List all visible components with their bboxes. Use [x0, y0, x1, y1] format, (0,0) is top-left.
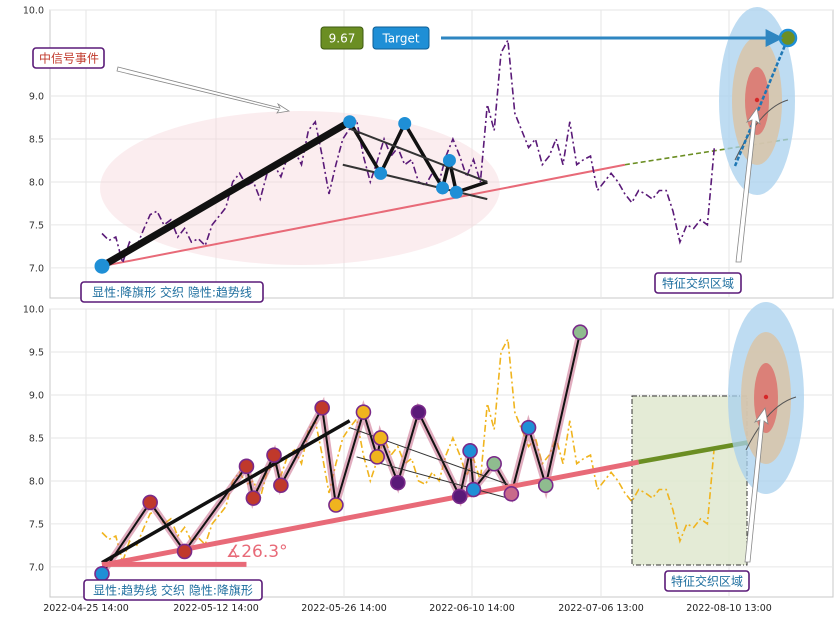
bottom-ytick-label: 8.0 — [29, 476, 44, 487]
pivot-point — [94, 258, 110, 274]
note-marker — [142, 494, 158, 511]
note-marker — [372, 430, 389, 446]
flag-upper-line — [349, 127, 488, 183]
pivot-point — [449, 185, 463, 199]
note-marker — [486, 455, 502, 472]
zone-curve — [734, 99, 789, 161]
price-series-line — [101, 37, 716, 266]
note-marker — [520, 419, 537, 436]
zone-rect — [631, 395, 748, 566]
trend-extension — [638, 440, 750, 465]
target-marker — [778, 28, 798, 48]
xtick-label: 2022-06-10 14:00 — [429, 603, 515, 614]
xtick-label: 2022-04-25 14:00 — [43, 603, 129, 614]
target-label-text: Target — [381, 32, 419, 46]
note-marker — [94, 565, 110, 582]
bottom-zone-arrow — [744, 407, 769, 563]
consolidation-ellipse — [100, 111, 500, 265]
signal-event-box — [32, 47, 105, 69]
pattern-zigzag — [101, 331, 582, 575]
note-marker — [245, 490, 262, 506]
top-ytick-label: 10.0 — [23, 6, 44, 17]
note-marker — [314, 400, 330, 416]
note-marker — [273, 477, 289, 494]
note-marker — [465, 481, 482, 498]
bottom-explicit-box — [83, 579, 263, 601]
projection-line — [733, 37, 790, 167]
target-value-box — [320, 26, 364, 50]
target-value-text: 9.67 — [329, 32, 356, 46]
xtick-label: 2022-08-10 13:00 — [686, 603, 772, 614]
top-explicit-text: 显性:降旗形 交织 隐性:趋势线 — [92, 285, 252, 300]
pivot-point — [374, 166, 388, 180]
note-marker — [462, 443, 478, 459]
bottom-ytick-label: 9.0 — [29, 390, 44, 401]
bottom-explicit-text: 显性:趋势线 交织 隐性:降旗形 — [93, 583, 253, 598]
bottom-zone-text: 特征交织区域 — [671, 574, 743, 589]
note-marker — [176, 543, 193, 560]
flag-pole — [101, 419, 351, 565]
note-marker — [503, 486, 520, 502]
flag-lower-line — [356, 456, 509, 499]
xtick-label: 2022-05-26 14:00 — [301, 603, 387, 614]
top-ytick-label: 7.0 — [29, 263, 44, 274]
note-marker — [390, 474, 406, 491]
note-marker — [238, 458, 255, 475]
note-marker — [266, 447, 282, 463]
angle-label: ∡26.3° — [226, 542, 288, 562]
top-zone-text: 特征交织区域 — [662, 276, 734, 291]
zone-curve — [745, 396, 797, 451]
flag-lower-line — [342, 163, 488, 201]
top-ytick-label: 9.0 — [29, 91, 44, 102]
note-marker — [572, 324, 588, 341]
note-marker — [410, 404, 427, 420]
note-marker — [537, 477, 554, 494]
bottom-ytick-label: 7.5 — [29, 519, 44, 530]
trend-line — [101, 163, 626, 268]
price-series-line — [101, 336, 716, 565]
zone-center-dot — [754, 97, 760, 103]
zone-center-dot — [763, 394, 769, 400]
pivot-point — [436, 181, 450, 195]
top-ytick-label: 7.5 — [29, 220, 44, 231]
flag-pole — [100, 118, 352, 270]
bottom-zone-box — [664, 570, 750, 592]
target-label-box — [372, 26, 430, 50]
signal-arrow — [116, 66, 291, 114]
note-marker — [328, 497, 344, 513]
top-ytick-label: 8.0 — [29, 177, 44, 188]
bottom-ytick-label: 10.0 — [23, 305, 44, 316]
note-marker — [451, 488, 468, 505]
top-explicit-box — [80, 281, 264, 303]
pivot-point — [398, 116, 412, 130]
xtick-label: 2022-05-12 14:00 — [173, 603, 259, 614]
pivot-point — [343, 115, 357, 129]
xtick-label: 2022-07-06 13:00 — [558, 603, 644, 614]
bottom-ytick-label: 7.0 — [29, 562, 44, 573]
top-zone-box — [654, 272, 742, 294]
bottom-ytick-label: 8.5 — [29, 433, 44, 444]
top-zone-arrow — [735, 107, 761, 263]
bottom-ytick-label: 9.5 — [29, 347, 44, 358]
top-ytick-label: 8.5 — [29, 134, 44, 145]
note-marker — [369, 449, 386, 465]
note-marker — [355, 404, 372, 420]
signal-event-text: 中信号事件 — [39, 51, 99, 66]
pivot-point — [442, 153, 456, 167]
